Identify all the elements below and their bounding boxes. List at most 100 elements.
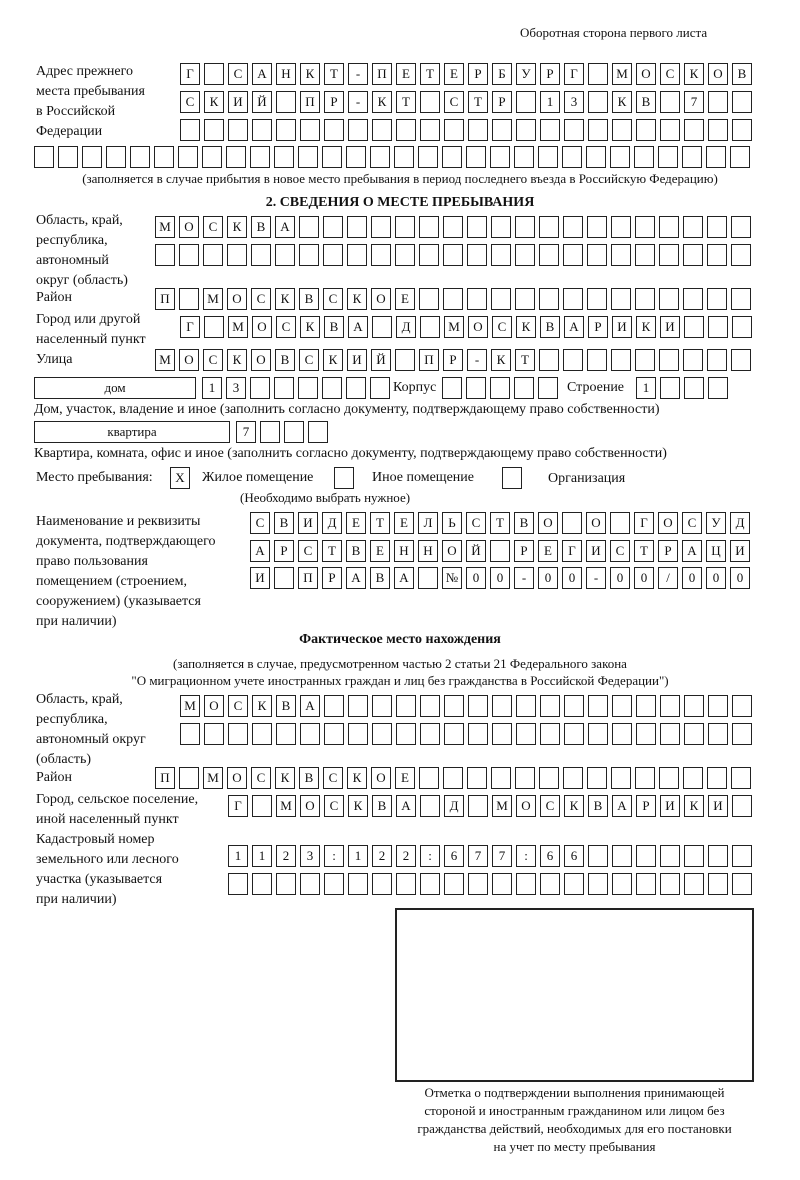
- document-cell[interactable]: [562, 512, 582, 534]
- cadastral-cell[interactable]: [636, 873, 656, 895]
- stay-region-cell[interactable]: [491, 216, 511, 238]
- actual-region-cell[interactable]: А: [300, 695, 320, 717]
- actual-region-cell[interactable]: В: [276, 695, 296, 717]
- prior-address-cell[interactable]: [82, 146, 102, 168]
- building-cell[interactable]: [660, 377, 680, 399]
- prior-address-cell[interactable]: [730, 146, 750, 168]
- cadastral-cell[interactable]: 7: [492, 845, 512, 867]
- prior-address-cell[interactable]: К: [372, 91, 392, 113]
- prior-address-cell[interactable]: А: [252, 63, 272, 85]
- actual-city-cell[interactable]: С: [324, 795, 344, 817]
- stay-street-cell[interactable]: О: [179, 349, 199, 371]
- prior-address-cell[interactable]: [586, 146, 606, 168]
- stay-city-cell[interactable]: А: [564, 316, 584, 338]
- stay-street-cell[interactable]: [539, 349, 559, 371]
- actual-district-cell[interactable]: [707, 767, 727, 789]
- prior-address-cell[interactable]: [204, 119, 224, 141]
- prior-address-cell[interactable]: [178, 146, 198, 168]
- stay-region-cell[interactable]: [659, 244, 679, 266]
- prior-address-cell[interactable]: К: [204, 91, 224, 113]
- prior-address-cell[interactable]: [372, 119, 392, 141]
- prior-address-cell[interactable]: [658, 146, 678, 168]
- prior-address-cell[interactable]: [706, 146, 726, 168]
- prior-address-cell[interactable]: [660, 91, 680, 113]
- prior-address-cell[interactable]: [180, 119, 200, 141]
- stay-district-cell[interactable]: [419, 288, 439, 310]
- prior-address-cell[interactable]: К: [612, 91, 632, 113]
- prior-address-cell[interactable]: Г: [564, 63, 584, 85]
- cadastral-cell[interactable]: [708, 845, 728, 867]
- stay-region-cell[interactable]: [491, 244, 511, 266]
- stay-city-cell[interactable]: С: [276, 316, 296, 338]
- cadastral-cell[interactable]: 2: [276, 845, 296, 867]
- actual-city-cell[interactable]: [252, 795, 272, 817]
- cadastral-cell[interactable]: [492, 873, 512, 895]
- prior-address-cell[interactable]: [324, 119, 344, 141]
- cadastral-cell[interactable]: [228, 873, 248, 895]
- stay-city-cell[interactable]: О: [468, 316, 488, 338]
- prior-address-cell[interactable]: [154, 146, 174, 168]
- actual-city-cell[interactable]: К: [684, 795, 704, 817]
- stay-district-cell[interactable]: К: [347, 288, 367, 310]
- stay-region-cell[interactable]: [395, 216, 415, 238]
- actual-district-cell[interactable]: [491, 767, 511, 789]
- document-cell[interactable]: [418, 567, 438, 589]
- actual-city-cell[interactable]: Р: [636, 795, 656, 817]
- prior-address-cell[interactable]: [420, 91, 440, 113]
- document-cell[interactable]: -: [514, 567, 534, 589]
- actual-city-cell[interactable]: К: [564, 795, 584, 817]
- actual-city-cell[interactable]: [468, 795, 488, 817]
- stay-street-cell[interactable]: [731, 349, 751, 371]
- building-cell[interactable]: 1: [636, 377, 656, 399]
- actual-city-cell[interactable]: А: [396, 795, 416, 817]
- document-cell[interactable]: С: [250, 512, 270, 534]
- actual-region-cell[interactable]: К: [252, 695, 272, 717]
- prior-address-cell[interactable]: С: [660, 63, 680, 85]
- prior-address-cell[interactable]: [442, 146, 462, 168]
- building-cell[interactable]: [684, 377, 704, 399]
- stay-region-cell[interactable]: [347, 244, 367, 266]
- stay-street-cell[interactable]: П: [419, 349, 439, 371]
- stay-city-cell[interactable]: [684, 316, 704, 338]
- cadastral-cell[interactable]: [660, 845, 680, 867]
- actual-region-cell[interactable]: [732, 723, 752, 745]
- prior-address-cell[interactable]: [370, 146, 390, 168]
- actual-city-cell[interactable]: К: [348, 795, 368, 817]
- cadastral-cell[interactable]: [660, 873, 680, 895]
- building-cell[interactable]: [708, 377, 728, 399]
- stay-district-cell[interactable]: [563, 288, 583, 310]
- actual-city-cell[interactable]: О: [516, 795, 536, 817]
- stay-street-cell[interactable]: В: [275, 349, 295, 371]
- actual-region-cell[interactable]: [540, 695, 560, 717]
- document-cell[interactable]: А: [394, 567, 414, 589]
- actual-region-cell[interactable]: [492, 723, 512, 745]
- document-cell[interactable]: 0: [610, 567, 630, 589]
- prior-address-cell[interactable]: П: [372, 63, 392, 85]
- actual-region-cell[interactable]: [348, 695, 368, 717]
- prior-address-cell[interactable]: [420, 119, 440, 141]
- document-cell[interactable]: Р: [514, 540, 534, 562]
- stay-region-cell[interactable]: [683, 216, 703, 238]
- stay-district-cell[interactable]: Е: [395, 288, 415, 310]
- document-cell[interactable]: -: [586, 567, 606, 589]
- prior-address-cell[interactable]: [562, 146, 582, 168]
- cadastral-cell[interactable]: [468, 873, 488, 895]
- stay-city-cell[interactable]: А: [348, 316, 368, 338]
- prior-address-cell[interactable]: [684, 119, 704, 141]
- document-cell[interactable]: Ь: [442, 512, 462, 534]
- apartment-cell[interactable]: [308, 421, 328, 443]
- stay-street-cell[interactable]: [587, 349, 607, 371]
- cadastral-cell[interactable]: :: [324, 845, 344, 867]
- cadastral-cell[interactable]: [300, 873, 320, 895]
- stay-district-cell[interactable]: [467, 288, 487, 310]
- house-number-cell[interactable]: [346, 377, 366, 399]
- document-cell[interactable]: С: [682, 512, 702, 534]
- actual-district-cell[interactable]: О: [371, 767, 391, 789]
- actual-district-cell[interactable]: [659, 767, 679, 789]
- cadastral-cell[interactable]: [588, 845, 608, 867]
- document-cell[interactable]: Р: [658, 540, 678, 562]
- prior-address-cell[interactable]: [708, 119, 728, 141]
- prior-address-cell[interactable]: [34, 146, 54, 168]
- actual-city-cell[interactable]: Д: [444, 795, 464, 817]
- actual-region-cell[interactable]: [540, 723, 560, 745]
